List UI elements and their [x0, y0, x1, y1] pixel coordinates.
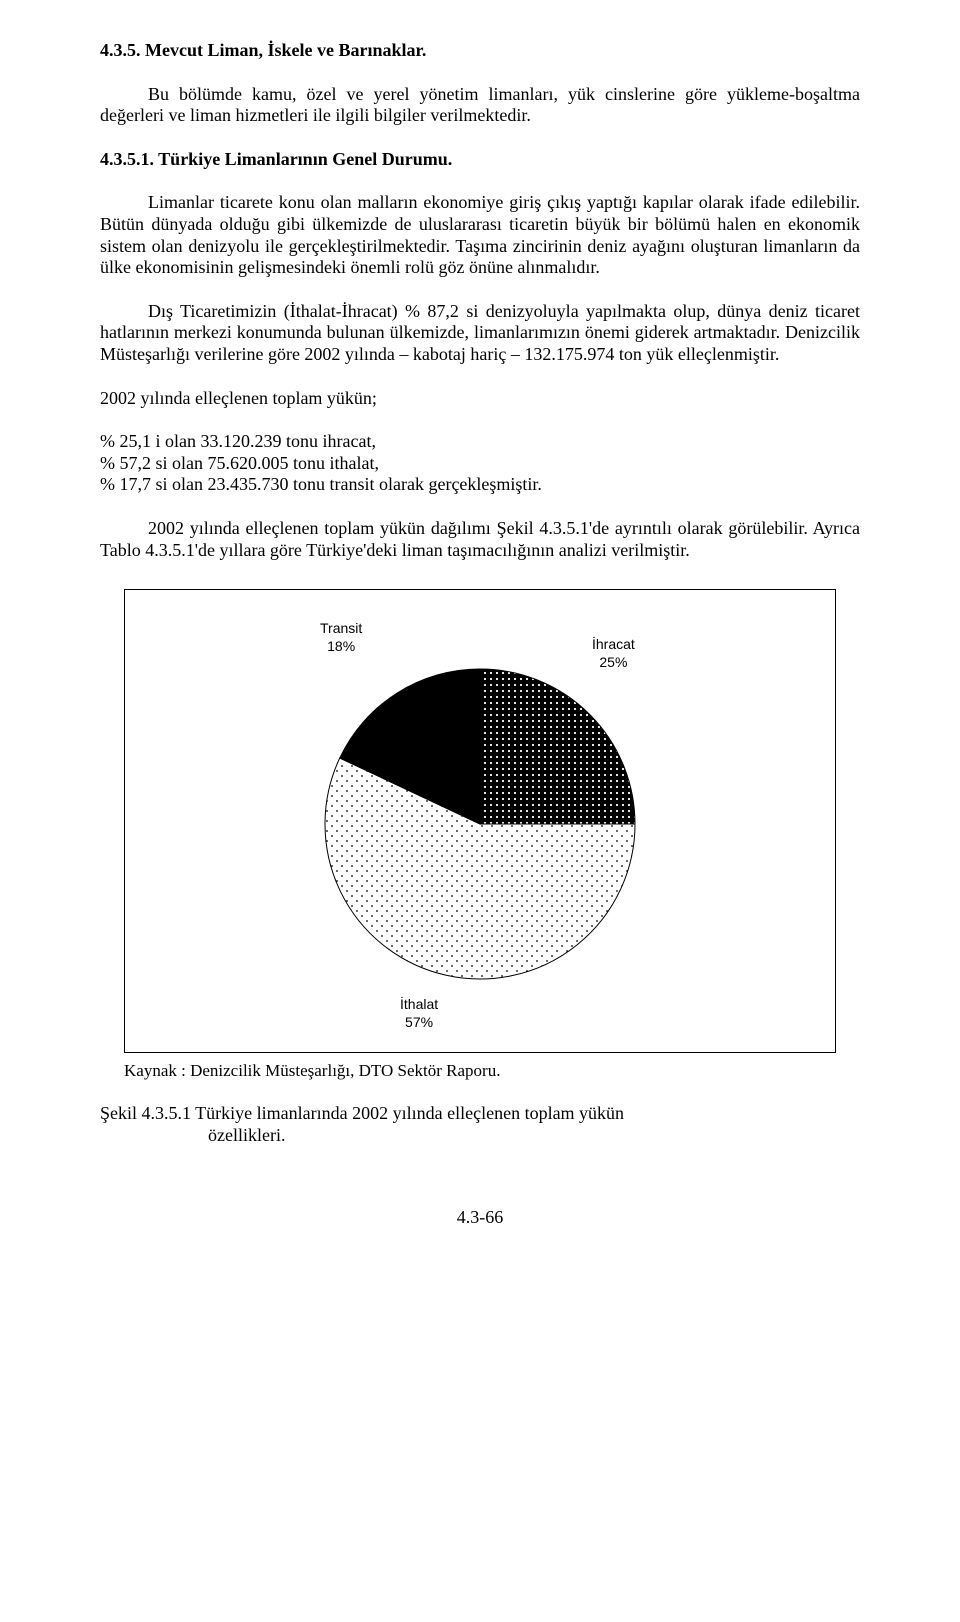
pie-label-transit-name: Transit [320, 620, 362, 636]
pie-svg [320, 664, 640, 984]
figure-caption-line1: Şekil 4.3.5.1 Türkiye limanlarında 2002 … [100, 1103, 860, 1125]
list-item-ithalat: % 57,2 si olan 75.620.005 tonu ithalat, [100, 453, 860, 475]
paragraph-summary-intro: 2002 yılında elleçlenen toplam yükün; [100, 388, 860, 410]
pie-slice-i̇hracat [480, 669, 635, 824]
figure-caption: Şekil 4.3.5.1 Türkiye limanlarında 2002 … [100, 1103, 860, 1146]
chart-source: Kaynak : Denizcilik Müsteşarlığı, DTO Se… [124, 1061, 836, 1081]
pie-label-ithalat-name: İthalat [400, 996, 438, 1012]
pie-label-transit: Transit 18% [320, 620, 362, 655]
pie-label-ihracat-name: İhracat [592, 636, 635, 652]
paragraph-intro: Bu bölümde kamu, özel ve yerel yönetim l… [100, 84, 860, 127]
pie-chart: Transit 18% İhracat 25% [260, 614, 700, 1034]
figure-caption-line2: özellikleri. [100, 1125, 860, 1147]
paragraph-general-1: Limanlar ticarete konu olan malların eko… [100, 192, 860, 278]
paragraph-figure-ref: 2002 yılında elleçlenen toplam yükün dağ… [100, 518, 860, 561]
pie-label-ithalat: İthalat 57% [400, 996, 438, 1031]
section-heading: 4.3.5. Mevcut Liman, İskele ve Barınakla… [100, 40, 860, 62]
percentages-list: % 25,1 i olan 33.120.239 tonu ihracat, %… [100, 431, 860, 496]
pie-chart-frame: Transit 18% İhracat 25% [124, 589, 836, 1053]
subsection-heading: 4.3.5.1. Türkiye Limanlarının Genel Duru… [100, 149, 860, 171]
list-item-transit: % 17,7 si olan 23.435.730 tonu transit o… [100, 474, 860, 496]
pie-label-ithalat-pct: 57% [405, 1014, 433, 1030]
page-number: 4.3-66 [100, 1207, 860, 1229]
pie-label-transit-pct: 18% [327, 638, 355, 654]
paragraph-general-2: Dış Ticaretimizin (İthalat-İhracat) % 87… [100, 301, 860, 366]
list-item-ihracat: % 25,1 i olan 33.120.239 tonu ihracat, [100, 431, 860, 453]
